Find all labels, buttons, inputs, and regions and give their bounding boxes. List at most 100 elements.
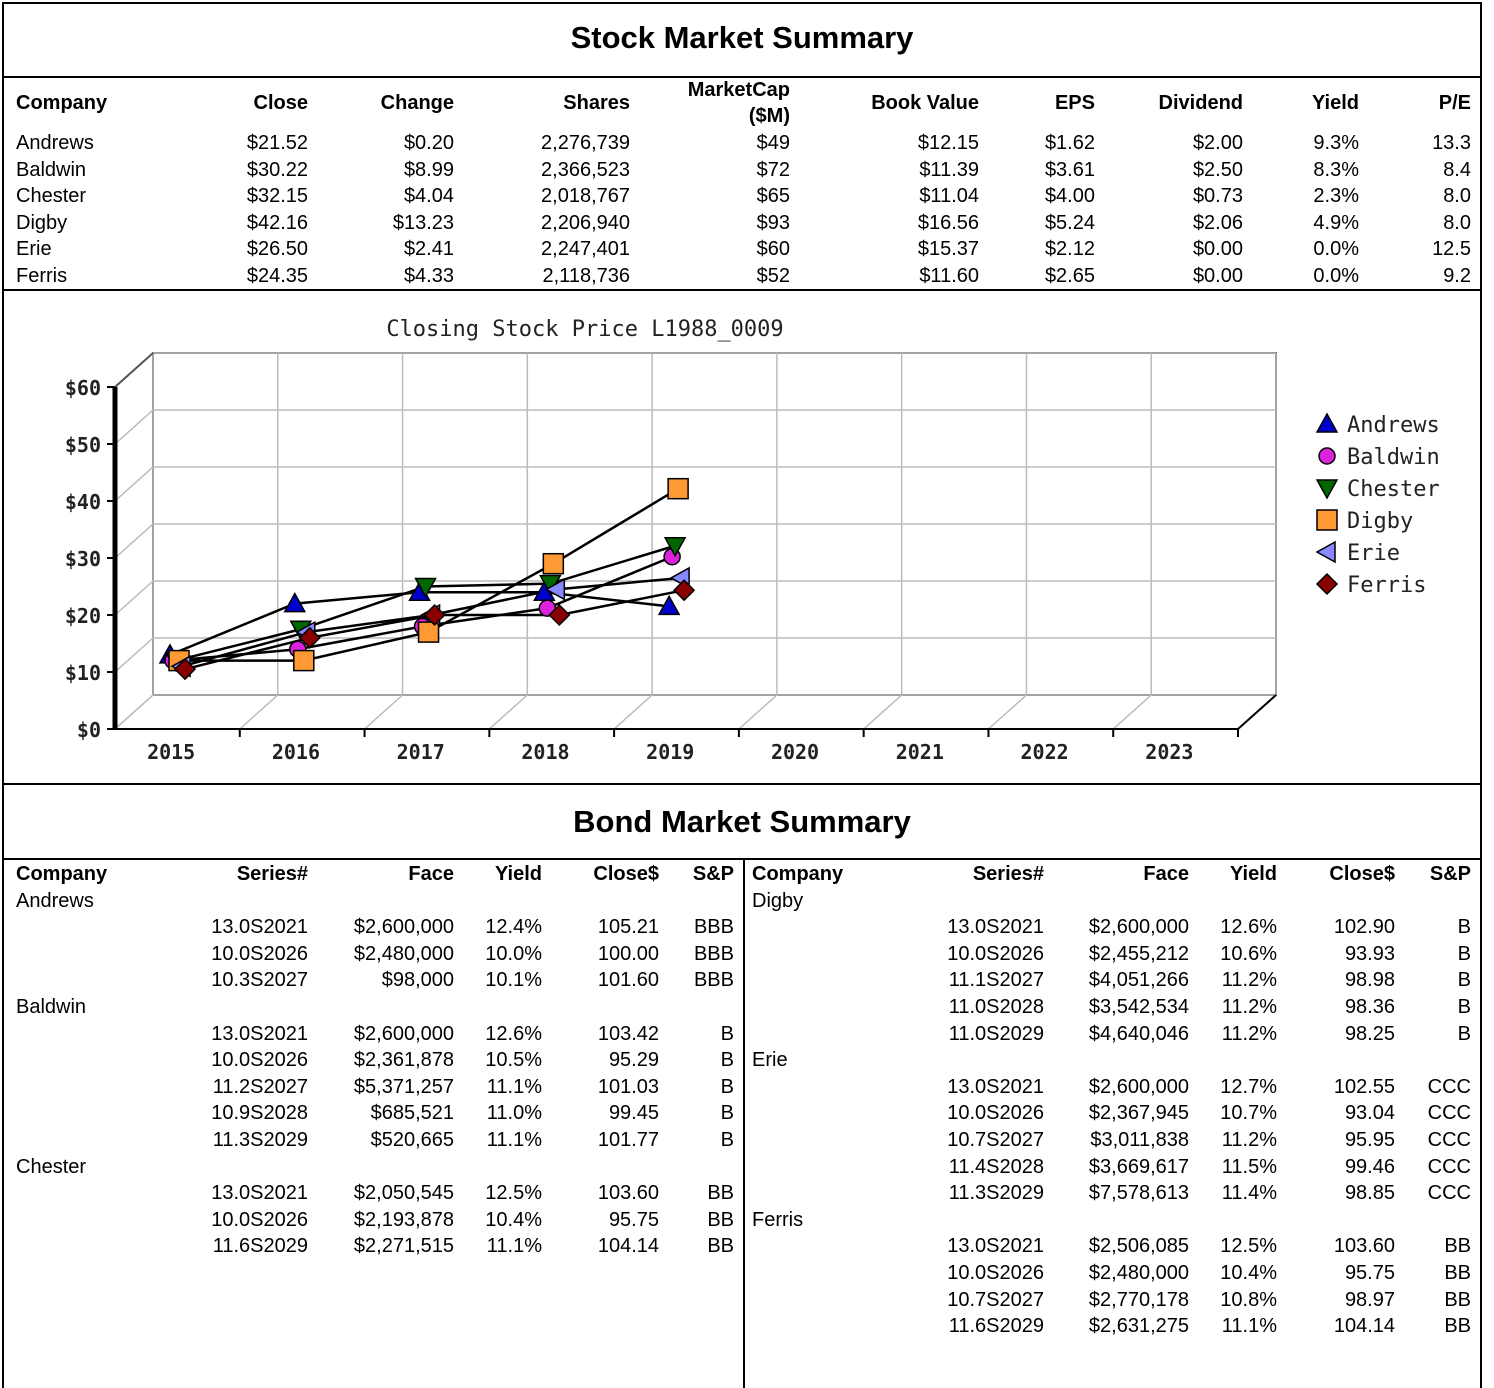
gridline	[987, 694, 1027, 730]
bond-cell: BBB	[693, 942, 734, 965]
bond-cell: 11.1%	[486, 1235, 542, 1258]
bond-cell: $2,193,878	[353, 1208, 454, 1231]
bond-cell: 10.6%	[1220, 942, 1277, 965]
bond-cell: $520,665	[370, 1129, 454, 1151]
chart-wall-edge	[114, 352, 154, 388]
bond-cell: B	[1457, 996, 1471, 1018]
col-header: P/E	[1438, 92, 1471, 114]
table-cell: 8.0	[1443, 185, 1471, 208]
y-tick-label: $10	[65, 661, 101, 685]
bond-title: Bond Market Summary	[573, 804, 911, 839]
company-name: Digby	[752, 889, 804, 912]
table-cell: $5.24	[1044, 211, 1095, 234]
gridline	[239, 694, 279, 730]
bond-cell: 98.97	[1344, 1288, 1395, 1311]
bond-cell: 11.0S2029	[948, 1022, 1044, 1045]
y-tick-label: $0	[77, 718, 101, 742]
bond-cell: 10.8%	[1220, 1288, 1277, 1311]
gridline	[863, 694, 903, 730]
bond-cell: 12.5%	[1220, 1235, 1277, 1258]
data-point	[548, 603, 571, 627]
legend-label: Erie	[1347, 541, 1400, 566]
table-cell: 9.2	[1443, 265, 1471, 287]
data-point	[293, 649, 315, 672]
bond-cell: 11.2%	[1221, 996, 1277, 1018]
table-cell: 8.0	[1443, 211, 1471, 234]
closing-price-chart: Closing Stock Price L1988_0009 $0 $10 $20 $3…	[65, 317, 1440, 764]
bond-cell: 11.6S2029	[212, 1235, 308, 1258]
y-tick-label: $60	[65, 376, 101, 400]
table-cell: 2,366,523	[541, 158, 630, 181]
table-cell: $93	[756, 211, 790, 234]
bond-cell: 103.42	[597, 1022, 659, 1045]
table-cell: $26.50	[246, 238, 308, 261]
bond-cell: 11.6S2029	[948, 1315, 1044, 1338]
table-cell: 9.3%	[1313, 132, 1359, 154]
table-cell: $2.65	[1044, 265, 1095, 287]
table-cell: $4.33	[403, 265, 454, 287]
bond-cell: CCC	[1427, 1182, 1471, 1205]
table-cell: $60	[756, 238, 790, 261]
bond-cell: 95.75	[608, 1208, 659, 1231]
bond-cell: 10.0%	[485, 942, 542, 965]
bond-cell: 10.5%	[485, 1049, 542, 1072]
bond-cell: 13.0S2021	[947, 1235, 1044, 1258]
bond-cell: 11.0S2028	[948, 996, 1044, 1018]
bond-cell: 101.60	[597, 969, 659, 992]
bond-cell: $2,600,000	[1088, 1075, 1189, 1098]
bond-cell: 10.0S2026	[947, 1262, 1044, 1284]
bond-cell: $2,600,000	[1088, 916, 1189, 939]
col-header: ($M)	[748, 105, 790, 127]
gridline	[114, 637, 154, 673]
company-name: Baldwin	[16, 158, 87, 181]
legend-label: Ferris	[1347, 573, 1426, 598]
bond-cell: 11.2%	[1221, 1129, 1277, 1151]
bond-cell: 101.77	[597, 1129, 659, 1151]
bond-cell: 11.1%	[1221, 1315, 1277, 1338]
data-point	[542, 552, 565, 575]
y-tick-label: $30	[65, 547, 101, 571]
bond-cell: 95.75	[1344, 1262, 1395, 1284]
table-cell: 0.0%	[1313, 265, 1359, 287]
bond-cell: BB	[1444, 1315, 1471, 1338]
bond-cell: 11.3S2029	[212, 1129, 308, 1151]
legend-label: Digby	[1347, 509, 1413, 534]
company-name: Ferris	[752, 1208, 804, 1231]
data-point	[657, 594, 681, 616]
table-cell: $2.41	[403, 238, 454, 261]
x-tick-label: 2019	[646, 740, 694, 764]
bond-cell: 10.1%	[485, 969, 542, 992]
company-name: Chester	[16, 1155, 87, 1178]
bond-cell: 95.29	[608, 1049, 659, 1072]
bond-cell: $2,367,945	[1088, 1102, 1189, 1125]
legend-marker	[1316, 509, 1338, 531]
bond-cell: 99.46	[1344, 1155, 1395, 1178]
data-point	[173, 658, 197, 681]
table-cell: $15.37	[917, 238, 979, 261]
bond-cell: 11.1S2027	[948, 969, 1044, 992]
bond-cell: 12.7%	[1220, 1075, 1277, 1098]
gridline	[738, 694, 778, 730]
bond-cell: B	[1457, 969, 1471, 992]
col-header: Series#	[236, 863, 308, 885]
bond-cell: 101.03	[597, 1075, 659, 1098]
table-cell: 2,206,940	[541, 211, 630, 234]
bond-cell: $4,051,266	[1088, 969, 1189, 992]
data-point	[298, 626, 321, 649]
table-cell: $11.60	[919, 265, 979, 287]
table-cell: 2,247,401	[541, 238, 630, 261]
bond-cell: 102.90	[1333, 916, 1395, 939]
table-cell: 0.0%	[1313, 238, 1359, 261]
bond-cell: 10.0S2026	[211, 1208, 308, 1231]
data-point	[544, 578, 566, 601]
y-tick-label: $50	[65, 433, 101, 457]
bond-cell: CCC	[1427, 1155, 1471, 1178]
col-header: Close$	[1329, 863, 1395, 885]
col-header: EPS	[1054, 92, 1095, 114]
chart-title: Closing Stock Price L1988_0009	[386, 317, 783, 342]
bond-cell: CCC	[1427, 1102, 1471, 1125]
col-header: Close	[253, 92, 308, 114]
table-cell: $8.99	[403, 158, 454, 181]
table-cell: $0.73	[1192, 185, 1243, 208]
